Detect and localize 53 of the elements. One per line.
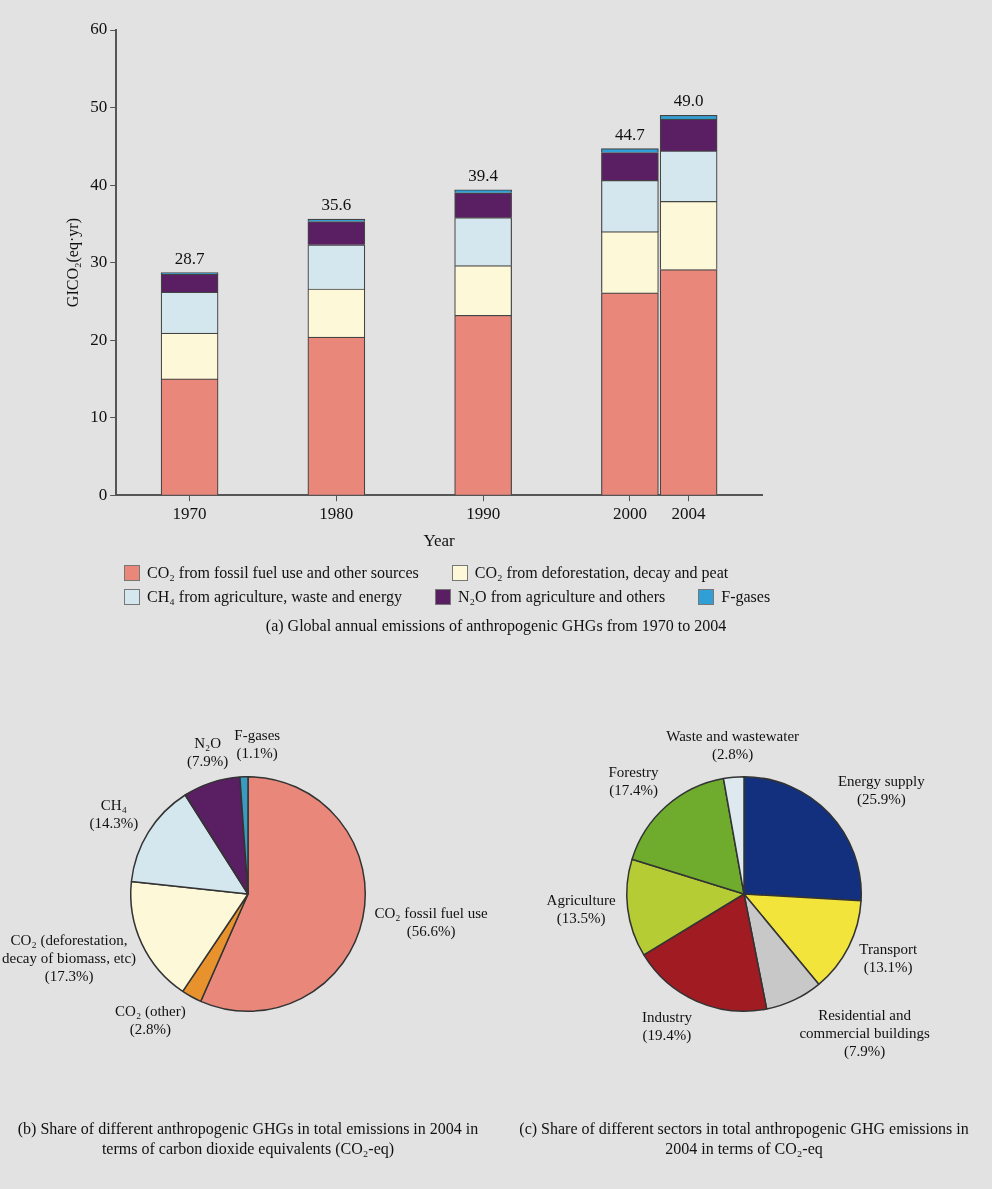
data-label: (17.4%) — [609, 781, 658, 799]
text: (a) Global annual emissions of anthropogenic GHGs from 1970 to 2004 — [264, 616, 728, 636]
data-label: (14.3%) — [89, 814, 139, 832]
text: (c) Share of different sectors in total anthropogenic GHG emissions in 2004 in terms of CO₂-eq — [518, 1119, 970, 1159]
y-tick-label: 50 — [90, 97, 108, 116]
y-tick-label: 30 — [90, 252, 108, 272]
y-tick-label: 10 — [90, 407, 108, 427]
total-label: 49.0 — [673, 91, 704, 111]
slice-label: CO₂ (deforestation, decay of biomass, etc) — [1, 931, 137, 967]
total-label: 44.7 — [615, 124, 646, 144]
legend-label: N₂O from agriculture and others — [457, 588, 666, 606]
legend-label: F-gases — [721, 588, 771, 606]
slice-label: F-gases — [234, 727, 281, 744]
slice-label: Forestry — [608, 763, 660, 780]
slice-label: Agriculture — [546, 892, 617, 909]
text: (b) Share of different anthropogenic GHGs in total emissions in 2004 in terms of carbon dioxide equivalents (CO₂-eq) — [16, 1119, 480, 1159]
legend-label: CH₄ from agriculture, waste and energy — [147, 588, 402, 606]
slice-label: Residential and commercial buildings — [799, 1006, 930, 1041]
x-tick-label: 1970 — [172, 503, 207, 523]
slice-label: Energy supply — [837, 773, 926, 790]
total-label: 35.6 — [321, 195, 352, 215]
data-label: (2.8%) — [129, 1021, 172, 1039]
x-axis-title: Year — [423, 531, 456, 551]
data-label: (17.3%) — [44, 967, 94, 985]
x-tick-label: 2004 — [671, 503, 707, 523]
data-label: (2.8%) — [712, 745, 754, 763]
data-label: (7.9%) — [187, 752, 229, 770]
legend-label: CO₂ from deforestation, decay and peat — [474, 564, 729, 582]
slice-label: CO₂ (other) — [115, 1003, 186, 1021]
slice-label: CH₄ — [100, 796, 127, 813]
total-label: 28.7 — [174, 248, 205, 268]
data-label: (1.1%) — [236, 745, 278, 763]
data-label: (7.9%) — [843, 1042, 886, 1060]
total-label: 39.4 — [468, 165, 499, 185]
x-tick-label: 1980 — [319, 503, 354, 523]
y-tick-label: 60 — [90, 19, 108, 39]
data-label: (25.9%) — [856, 791, 906, 809]
slice-label: Waste and wastewater — [666, 727, 800, 744]
x-tick-label: 2000 — [612, 503, 647, 523]
y-axis-title: GICO₂(eq·yr) — [63, 218, 82, 308]
y-tick-label: 40 — [90, 174, 108, 194]
data-label: (19.4%) — [642, 1027, 692, 1045]
slice-label: Transport — [859, 940, 918, 957]
y-tick-label: 20 — [90, 329, 108, 349]
data-label: (56.6%) — [406, 922, 456, 940]
data-label: (13.5%) — [556, 910, 606, 928]
slice-label: Industry — [641, 1009, 693, 1026]
slice-label: CO₂ fossil fuel use — [374, 904, 488, 921]
data-label: (13.1%) — [863, 958, 913, 976]
y-tick-label: 0 — [98, 484, 108, 504]
slice-label: N₂O — [194, 734, 222, 751]
x-tick-label: 1990 — [466, 503, 501, 523]
legend-label: CO₂ from fossil fuel use and other sources — [147, 564, 419, 582]
